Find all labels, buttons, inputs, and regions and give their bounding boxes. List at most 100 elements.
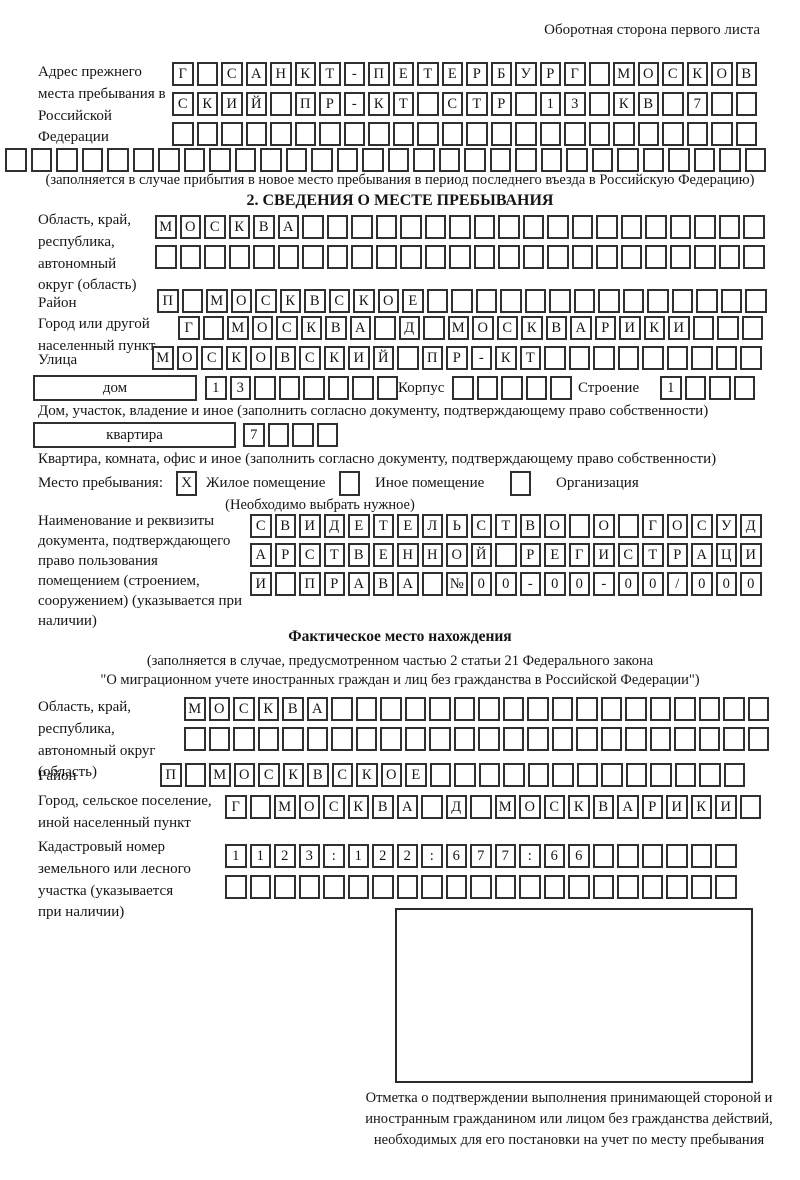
char-box[interactable] [204, 245, 226, 269]
char-box[interactable] [645, 245, 667, 269]
char-box[interactable] [158, 148, 180, 172]
char-box[interactable] [547, 215, 569, 239]
char-box[interactable]: Т [323, 543, 345, 567]
char-box[interactable] [362, 148, 384, 172]
char-box[interactable]: А [348, 572, 370, 596]
char-box[interactable] [551, 697, 573, 721]
char-box[interactable] [449, 215, 471, 239]
char-box[interactable]: Р [539, 62, 561, 86]
char-box[interactable] [649, 727, 671, 751]
char-box[interactable] [637, 122, 659, 146]
char-box[interactable]: Е [372, 543, 394, 567]
char-box[interactable] [331, 727, 353, 751]
char-box[interactable] [498, 245, 520, 269]
char-box[interactable]: К [347, 795, 369, 819]
char-box[interactable]: Т [519, 346, 541, 370]
char-box[interactable] [694, 245, 716, 269]
char-box[interactable] [228, 245, 250, 269]
char-box[interactable]: И [666, 795, 688, 819]
char-box[interactable] [311, 148, 333, 172]
char-box[interactable]: П [294, 92, 316, 116]
char-box[interactable]: Б [490, 62, 512, 86]
char-box[interactable] [669, 245, 691, 269]
char-box[interactable] [549, 289, 571, 313]
char-box[interactable] [645, 215, 667, 239]
char-box[interactable]: К [300, 316, 322, 340]
char-box[interactable] [331, 697, 353, 721]
char-box[interactable] [717, 316, 739, 340]
char-box[interactable] [326, 215, 348, 239]
char-box[interactable]: - [593, 572, 615, 596]
char-box[interactable] [374, 316, 396, 340]
char-box[interactable] [453, 727, 475, 751]
char-box[interactable] [336, 148, 358, 172]
char-box[interactable] [454, 763, 476, 787]
char-box[interactable] [576, 763, 598, 787]
char-box[interactable] [306, 727, 328, 751]
char-box[interactable]: Т [417, 62, 439, 86]
char-box[interactable]: Р [319, 92, 341, 116]
char-box[interactable] [593, 346, 615, 370]
char-box[interactable]: П [368, 62, 390, 86]
char-box[interactable] [225, 875, 247, 899]
char-box[interactable]: П [299, 572, 321, 596]
char-box[interactable]: М [227, 316, 249, 340]
char-box[interactable] [347, 875, 369, 899]
char-box[interactable]: И [740, 543, 762, 567]
char-box[interactable]: О [380, 763, 402, 787]
char-box[interactable] [355, 697, 377, 721]
char-box[interactable] [221, 122, 243, 146]
char-box[interactable]: В [325, 316, 347, 340]
char-box[interactable] [711, 92, 733, 116]
char-box[interactable] [253, 245, 275, 269]
char-box[interactable] [540, 148, 562, 172]
char-box[interactable]: С [233, 697, 255, 721]
char-box[interactable] [641, 875, 663, 899]
char-box[interactable]: 1 [347, 844, 369, 868]
char-box[interactable]: Е [402, 289, 424, 313]
char-box[interactable]: 3 [564, 92, 586, 116]
char-box[interactable] [155, 245, 177, 269]
char-box[interactable] [270, 122, 292, 146]
char-box[interactable] [576, 697, 598, 721]
char-box[interactable]: С [441, 92, 463, 116]
char-box[interactable]: К [368, 92, 390, 116]
char-box[interactable] [413, 148, 435, 172]
char-box[interactable] [718, 215, 740, 239]
char-box[interactable]: О [176, 346, 198, 370]
char-box[interactable]: С [662, 62, 684, 86]
char-box[interactable] [475, 289, 497, 313]
char-box[interactable]: О [230, 289, 252, 313]
char-box[interactable]: И [250, 572, 272, 596]
char-box[interactable]: С [255, 289, 277, 313]
char-box[interactable]: С [221, 62, 243, 86]
char-box[interactable]: С [323, 795, 345, 819]
char-box[interactable] [568, 514, 590, 538]
char-box[interactable]: Л [421, 514, 443, 538]
char-box[interactable] [625, 763, 647, 787]
char-box[interactable]: П [157, 289, 179, 313]
char-box[interactable] [668, 148, 690, 172]
char-box[interactable]: 1 [205, 376, 227, 400]
char-box[interactable] [551, 727, 573, 751]
char-box[interactable]: 7 [686, 92, 708, 116]
checkbox-organizatsiya[interactable] [510, 471, 531, 496]
char-box[interactable] [423, 316, 445, 340]
char-box[interactable] [372, 875, 394, 899]
char-box[interactable] [274, 572, 296, 596]
char-box[interactable]: М [184, 697, 206, 721]
char-box[interactable]: О [711, 62, 733, 86]
char-box[interactable]: Р [446, 346, 468, 370]
char-box[interactable] [571, 215, 593, 239]
char-box[interactable] [600, 697, 622, 721]
char-box[interactable] [274, 875, 296, 899]
char-box[interactable] [598, 289, 620, 313]
char-box[interactable] [375, 245, 397, 269]
char-box[interactable] [445, 875, 467, 899]
char-box[interactable]: Й [372, 346, 394, 370]
char-box[interactable]: А [617, 795, 639, 819]
char-box[interactable] [568, 346, 590, 370]
checkbox-zhiloe[interactable]: X [176, 471, 197, 496]
char-box[interactable]: О [593, 514, 615, 538]
char-box[interactable] [740, 346, 762, 370]
